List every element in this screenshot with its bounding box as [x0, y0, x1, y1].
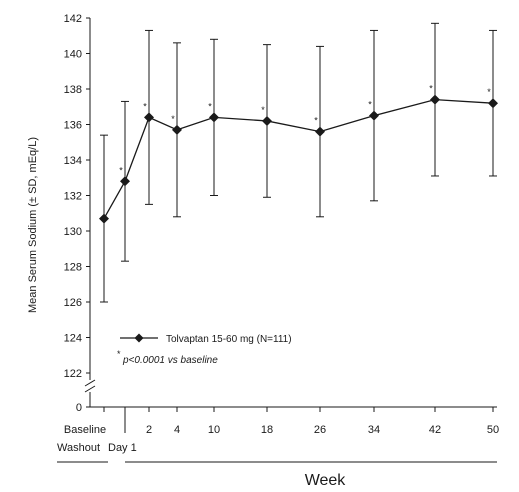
significance-marker: *	[261, 105, 265, 115]
y-tick-label: 126	[64, 297, 82, 309]
legend: Tolvaptan 15-60 mg (N=111)	[120, 333, 292, 345]
y-tick-label: 130	[64, 226, 82, 238]
significance-marker: *	[171, 114, 175, 124]
x-tick-label: 2	[146, 424, 152, 436]
x-tick-label: 42	[429, 424, 441, 436]
y-tick-label-zero: 0	[76, 402, 82, 414]
data-point	[488, 98, 498, 109]
x-tick-label: 18	[261, 424, 273, 436]
significance-marker: *	[208, 101, 212, 111]
footnote-text: p<0.0001 vs baseline	[122, 355, 218, 366]
data-point	[172, 124, 182, 135]
axis-titles: Mean Serum Sodium (± SD, mEq/L) Washout …	[27, 137, 346, 489]
x-tick-label: 10	[208, 424, 220, 436]
data-point	[315, 126, 325, 137]
y-tick-label: 128	[64, 262, 82, 274]
significance-marker: *	[143, 101, 147, 111]
footnote-asterisk: *	[117, 349, 121, 359]
y-tick-label: 124	[64, 333, 82, 345]
data-point	[369, 110, 379, 121]
y-tick-label: 138	[64, 84, 82, 96]
series-line	[103, 98, 494, 219]
data-point	[99, 213, 109, 224]
legend-marker	[134, 333, 144, 343]
y-tick-label: 122	[64, 368, 82, 380]
data-marks: * * * * * * * * *	[99, 22, 498, 303]
y-tick-label: 134	[64, 155, 82, 167]
x-tick-label: 26	[314, 424, 326, 436]
y-axis-title: Mean Serum Sodium (± SD, mEq/L)	[27, 137, 39, 313]
significance-marker: *	[119, 165, 123, 175]
footnote: * p<0.0001 vs baseline	[117, 349, 218, 366]
x-axis-title: Week	[305, 472, 347, 489]
x-tick-label: Baseline	[64, 424, 106, 436]
significance-marker: *	[368, 100, 372, 110]
x-tick-label: 50	[487, 424, 499, 436]
x-tick-label: 34	[368, 424, 380, 436]
data-point	[209, 112, 219, 123]
data-point	[120, 176, 130, 187]
significance-marker: *	[314, 116, 318, 126]
legend-series-name: Tolvaptan 15-60 mg (N=111)	[166, 334, 292, 345]
significance-marker: *	[487, 87, 491, 97]
y-tick-label: 142	[64, 13, 82, 25]
y-tick-label: 136	[64, 120, 82, 132]
axis-labels: 142 140 138 136 134 132 130 128 126 124 122 0 Baseli…	[64, 13, 499, 454]
y-axis-break-mark	[84, 379, 96, 387]
x-tick-label: Day 1	[108, 442, 137, 454]
x-tick-label: 4	[174, 424, 180, 436]
y-axis-break-mark	[84, 385, 96, 393]
y-tick-label: 132	[64, 191, 82, 203]
axes	[57, 17, 497, 463]
x-group-washout: Washout	[57, 442, 100, 454]
data-point	[144, 112, 154, 123]
y-tick-label: 140	[64, 49, 82, 61]
data-point	[430, 94, 440, 105]
significance-marker: *	[429, 84, 433, 94]
data-point	[262, 115, 272, 126]
